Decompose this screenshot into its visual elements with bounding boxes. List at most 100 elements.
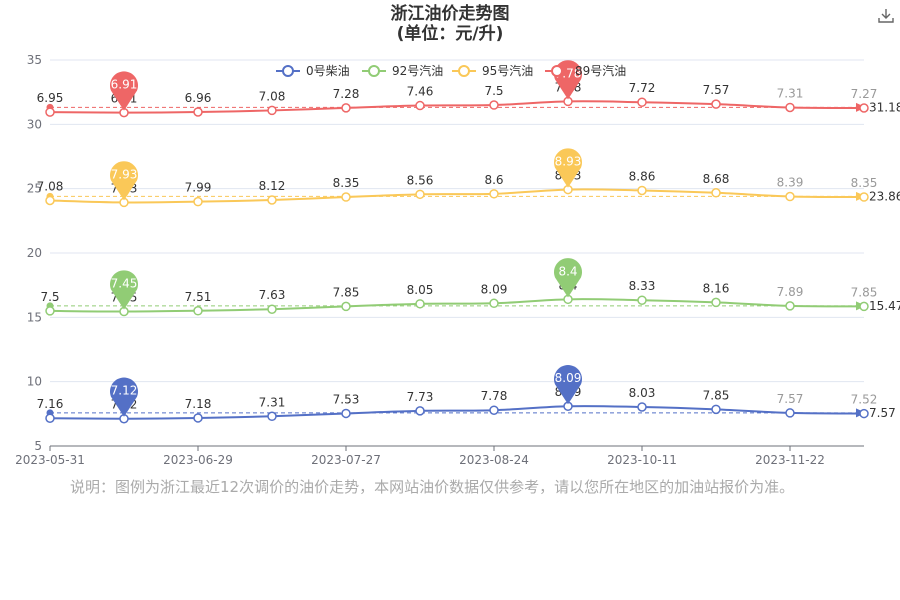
data-label: 7.18: [185, 397, 212, 411]
data-point: [637, 295, 647, 305]
data-label: 7.5: [484, 84, 503, 98]
data-point: [415, 299, 425, 309]
data-point: [711, 188, 721, 198]
data-label: 8.05: [407, 283, 434, 297]
x-tick-label: 2023-08-24: [459, 453, 529, 467]
data-label: 8.12: [259, 179, 286, 193]
legend-label: 92号汽油: [392, 63, 443, 78]
legend-marker: [458, 65, 470, 77]
data-point: [341, 408, 351, 419]
data-point: [637, 185, 647, 196]
min-pin: [110, 161, 138, 201]
min-pin: [110, 270, 138, 310]
series-1: 15.47 7.5 7.45 7.51 7.63 7.85 8.05 8.09 8.4 8.33 8…: [40, 258, 900, 317]
data-label: 8.33: [629, 279, 656, 293]
legend-item-1[interactable]: 92号汽油: [362, 63, 443, 78]
data-point: [785, 191, 795, 202]
max-pin: [554, 365, 582, 405]
data-label: 7.53: [333, 392, 360, 406]
legend-item-0[interactable]: 0号柴油: [276, 64, 350, 78]
series-line: [49, 298, 865, 313]
max-pin: [554, 148, 582, 188]
min-pin-label: 7.12: [111, 384, 138, 398]
series-layer: 7.57 7.16 7.12 7.18 7.31 7.53 7.73 7.78 8.09 8.03…: [37, 60, 900, 424]
chart-title-text: 浙江油价走势图: [390, 4, 510, 24]
x-tick-label: 2023-05-31: [15, 453, 85, 467]
data-label: 7.85: [703, 388, 730, 402]
download-icon[interactable]: [876, 6, 896, 26]
y-tick-label: 15: [27, 310, 42, 324]
data-label: 7.08: [37, 180, 64, 194]
data-label: 7.85: [333, 285, 360, 299]
series-3: 31.186.956.916.967.087.287.467.57.787.72…: [37, 60, 900, 118]
data-point: [859, 192, 869, 202]
data-point: [193, 306, 203, 316]
legend[interactable]: 0号柴油 92号汽油 95号汽油 89号汽油: [276, 63, 626, 78]
legend-marker: [368, 65, 380, 77]
data-label: 7.72: [629, 81, 656, 95]
data-label: 7.89: [777, 285, 804, 299]
legend-label: 95号汽油: [482, 63, 533, 78]
max-pin: [554, 258, 582, 298]
legend-label: 0号柴油: [306, 64, 350, 78]
min-pin-label: 7.93: [111, 167, 138, 181]
x-tick-label: 2023-06-29: [163, 453, 233, 467]
data-point: [341, 103, 351, 113]
legend-marker: [551, 65, 563, 77]
data-point: [711, 297, 721, 308]
legend-item-3[interactable]: 89号汽油: [545, 63, 626, 78]
data-point: [489, 405, 499, 415]
data-point: [785, 102, 795, 113]
series-0: 7.57 7.16 7.12 7.18 7.31 7.53 7.73 7.78 8.09 8.03…: [37, 365, 896, 424]
data-point: [267, 304, 277, 314]
data-point: [785, 408, 795, 418]
data-point: [785, 301, 795, 311]
chart-note: 说明：图例为浙江最近12次调价的油价走势，本网站油价数据仅供参考，请以您所在地区…: [70, 478, 795, 496]
data-label: 8.56: [407, 173, 434, 187]
legend-item-2[interactable]: 95号汽油: [452, 63, 533, 78]
min-pin: [110, 71, 138, 111]
data-label: 7.5: [40, 290, 59, 304]
data-label: 7.46: [407, 85, 434, 99]
legend-marker: [282, 65, 294, 77]
data-label: 7.31: [259, 395, 286, 409]
data-label: 6.96: [185, 91, 212, 105]
data-point: [193, 107, 203, 117]
y-axis: 5 10 15 20 25 30 35: [27, 53, 42, 453]
chart-subtitle-text: (单位：元/升): [396, 24, 504, 44]
data-point: [711, 404, 721, 415]
data-label: 7.52: [851, 393, 878, 407]
max-pin-label: 8.93: [555, 155, 582, 169]
y-tick-label: 30: [27, 117, 42, 131]
data-label: 7.57: [777, 392, 804, 406]
average-label: 31.18: [869, 100, 900, 114]
y-tick-label: 20: [27, 246, 42, 260]
series-2: 23.86 7.08 7.93 7.99 8.12 8.35 8.56 8.6 8.93 8.86…: [37, 148, 900, 208]
data-point: [267, 105, 277, 116]
data-point: [45, 107, 55, 117]
data-label: 7.78: [481, 389, 508, 403]
chart-title: 浙江油价走势图 (单位：元/升): [0, 4, 900, 44]
data-point: [415, 406, 425, 416]
data-point: [859, 103, 869, 113]
data-label: 7.08: [259, 89, 286, 103]
average-label: 7.57: [869, 406, 896, 420]
data-point: [489, 298, 499, 309]
data-point: [859, 301, 869, 312]
data-label: 7.73: [407, 390, 434, 404]
data-label: 6.95: [37, 91, 64, 105]
data-label: 8.86: [629, 169, 656, 183]
average-label: 23.86: [869, 189, 900, 203]
x-tick-label: 2023-11-22: [755, 453, 825, 467]
data-point: [415, 189, 425, 200]
data-label: 7.57: [703, 83, 730, 97]
data-label: 8.16: [703, 281, 730, 295]
y-tick-label: 5: [34, 439, 42, 453]
average-label: 15.47: [869, 299, 900, 313]
data-label: 8.09: [481, 282, 508, 296]
data-point: [637, 402, 647, 412]
data-label: 7.99: [185, 181, 212, 195]
data-point: [193, 413, 203, 423]
data-label: 8.68: [703, 172, 730, 186]
